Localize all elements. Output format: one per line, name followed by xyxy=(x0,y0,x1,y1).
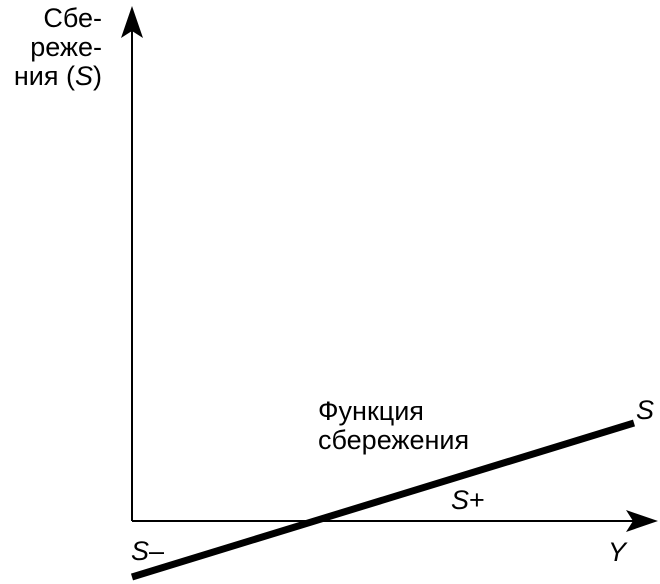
savings-symbol: S xyxy=(74,61,93,91)
curve-end-label: S xyxy=(636,395,655,425)
curve-label: Функция сбережения xyxy=(318,397,469,455)
y-axis-label-line3: ния (S) xyxy=(13,61,102,91)
y-axis-arrowhead xyxy=(121,6,143,38)
y-axis-label: Сбе- реже- ния (S) xyxy=(4,4,102,91)
x-axis-arrowhead xyxy=(626,510,658,532)
savings-function-line xyxy=(130,419,636,581)
positive-savings-label: S+ xyxy=(451,485,485,515)
x-axis-label: Y xyxy=(608,537,627,567)
negative-savings-label: S– xyxy=(131,536,165,566)
y-axis-label-line2: реже- xyxy=(30,32,102,62)
curve-label-line2: сбережения xyxy=(318,425,470,455)
y-axis-label-line1: Сбе- xyxy=(43,3,102,33)
curve-label-line1: Функция xyxy=(318,396,424,426)
